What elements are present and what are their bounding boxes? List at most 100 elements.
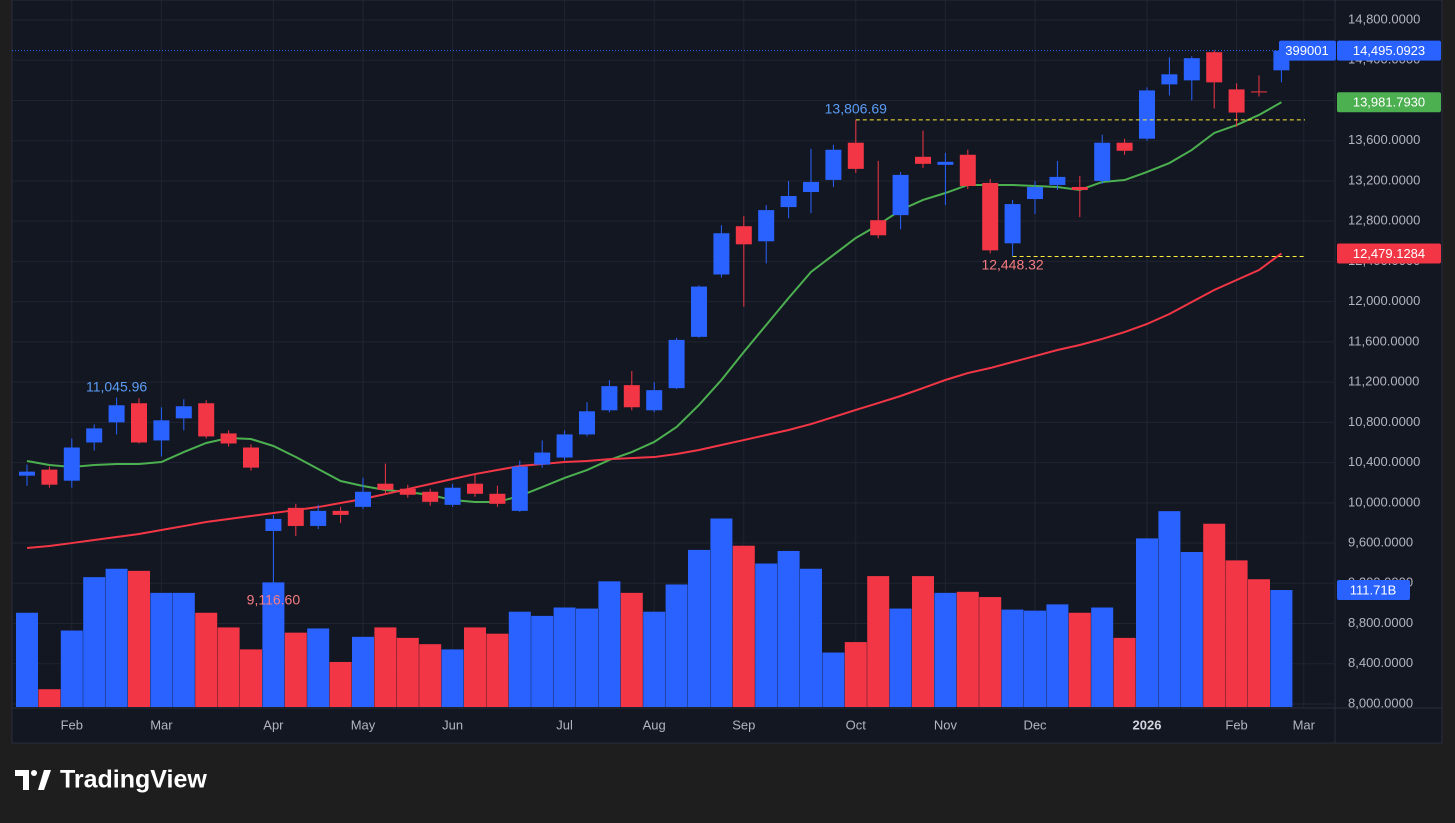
price-tag-label: 13,981.7930 [1353, 95, 1425, 110]
y-tick-label: 10,800.0000 [1348, 414, 1420, 429]
x-tick-label: May [351, 717, 376, 732]
candle-body [668, 339, 685, 389]
volume-bar [419, 644, 442, 707]
x-tick-label: Feb [61, 717, 83, 732]
symbol-label: 399001 [1285, 43, 1328, 58]
candle-body [489, 493, 506, 504]
candle-body [713, 233, 730, 275]
volume-bar [822, 652, 845, 707]
x-tick-label: Aug [643, 717, 666, 732]
y-tick-label: 8,800.0000 [1348, 615, 1413, 630]
price-tag [1337, 243, 1441, 264]
x-tick-label: Mar [150, 717, 173, 732]
candle-body [847, 142, 864, 169]
volume-bar [240, 649, 262, 707]
volume-bar [307, 628, 330, 707]
candle-body [1228, 89, 1245, 113]
volume-bar [105, 568, 128, 707]
volume-bar [1068, 612, 1091, 707]
volume-bar [329, 661, 352, 707]
volume-bar [150, 592, 173, 707]
volume-bar [1024, 610, 1046, 707]
logo-icon [15, 770, 51, 790]
volume-bar [1091, 607, 1114, 707]
candle-body [355, 491, 371, 507]
candle-body [1094, 142, 1111, 181]
candle-body [534, 452, 551, 465]
candle-body [175, 406, 192, 419]
volume-bar [83, 577, 106, 707]
candle-body [1071, 186, 1088, 190]
volume-bar [688, 549, 710, 707]
y-tick-label: 13,200.0000 [1348, 172, 1420, 187]
candle-body [758, 210, 775, 242]
candle-body [780, 196, 797, 208]
x-tick-label: Apr [263, 717, 284, 732]
price-tag [1337, 40, 1441, 61]
candle-body [198, 403, 215, 437]
candle-body [870, 220, 887, 236]
y-tick-label: 8,000.0000 [1348, 695, 1413, 710]
volume-bar [284, 632, 307, 707]
candle-body [287, 507, 304, 526]
candle-body [332, 510, 349, 515]
candle-body [1206, 52, 1223, 83]
volume-bar [128, 570, 150, 707]
volume-bar [889, 608, 912, 707]
price-tag-label: 12,479.1284 [1353, 246, 1425, 261]
y-tick-label: 13,600.0000 [1348, 132, 1420, 147]
candle-body [579, 411, 595, 435]
candle-body [735, 226, 752, 245]
volume-bar [1046, 604, 1069, 707]
candle-body [556, 434, 573, 458]
volume-bar [956, 591, 979, 707]
x-tick-label: Nov [934, 717, 958, 732]
logo-shape [15, 770, 29, 790]
x-tick-label: Dec [1023, 717, 1047, 732]
y-tick-label: 12,000.0000 [1348, 293, 1420, 308]
candle-body [1161, 74, 1178, 85]
candle-body [825, 149, 842, 180]
candle-body [803, 181, 819, 193]
y-tick-label: 9,600.0000 [1348, 534, 1413, 549]
candle-body [982, 182, 999, 251]
volume-bar [1203, 523, 1226, 707]
volume-bar [16, 612, 38, 707]
candle-body [265, 518, 282, 531]
volume-bar [508, 611, 531, 707]
y-tick-label: 11,200.0000 [1348, 374, 1419, 389]
volume-bar [934, 592, 957, 707]
candle-body [623, 385, 640, 408]
plot-area [12, 0, 1335, 708]
volume-bar [800, 568, 822, 707]
candle-body [444, 487, 461, 505]
candle-body [19, 471, 35, 476]
candle-body [220, 433, 237, 444]
volume-bar [576, 608, 598, 707]
volume-tag [1337, 580, 1410, 601]
candle-body [1251, 91, 1267, 93]
candle-body [63, 447, 80, 481]
x-tick-label: Sep [732, 717, 755, 732]
volume-bar [755, 563, 778, 707]
candle-body [646, 390, 663, 411]
annotation: 13,806.69 [825, 101, 887, 117]
y-tick-label: 10,400.0000 [1348, 454, 1420, 469]
logo-text: TradingView [60, 766, 207, 794]
volume-bar [710, 518, 733, 707]
volume-bar [352, 636, 374, 707]
volume-bar [195, 612, 218, 707]
candle-body [1049, 176, 1066, 185]
candle-body [511, 466, 528, 511]
volume-bar [531, 615, 554, 707]
volume-bar [38, 689, 61, 707]
volume-bar [396, 637, 419, 707]
volume-bar [1113, 637, 1136, 707]
volume-bar [217, 627, 240, 707]
candle-body [1027, 186, 1043, 200]
y-tick-label: 12,800.0000 [1348, 213, 1420, 228]
volume-bar [441, 649, 464, 707]
candle-body [422, 491, 439, 502]
